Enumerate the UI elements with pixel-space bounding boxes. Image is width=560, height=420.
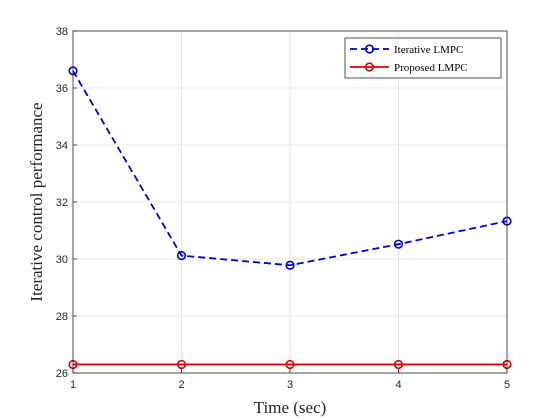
- x-tick-label: 1: [70, 379, 76, 391]
- y-tick-label: 32: [56, 197, 68, 209]
- data-point-iterative-lmpc: [176, 250, 187, 261]
- data-point-iterative-lmpc: [285, 260, 295, 270]
- x-tick-label: 3: [287, 379, 293, 391]
- y-tick-label: 28: [56, 311, 68, 323]
- legend-entry: Iterative LMPC: [394, 44, 463, 56]
- legend-entry: Proposed LMPC: [394, 62, 468, 74]
- legend-swatch-marker: [364, 62, 375, 72]
- legend-swatch-marker: [364, 44, 375, 54]
- data-point-proposed-lmpc: [176, 359, 187, 370]
- legend: Iterative LMPC Proposed LMPC: [344, 37, 502, 79]
- plot-frame: [72, 30, 508, 374]
- y-axis-ticks: 26 28 30 32 34 36 38: [56, 26, 77, 380]
- grid: [72, 30, 508, 374]
- series-line-iterative-lmpc: [72, 70, 508, 267]
- y-tick-label: 36: [56, 83, 68, 95]
- x-axis-label: Time (sec): [254, 398, 327, 417]
- x-tick-label: 2: [178, 379, 184, 391]
- data-point-proposed-lmpc: [285, 359, 295, 370]
- data-point-iterative-lmpc: [393, 239, 404, 249]
- y-tick-label: 34: [56, 140, 68, 152]
- x-tick-label: 5: [504, 379, 510, 391]
- y-axis-label: Iterative control performance: [27, 102, 46, 301]
- data-point-proposed-lmpc: [393, 359, 404, 370]
- y-tick-label: 30: [56, 254, 68, 266]
- x-tick-label: 4: [395, 379, 401, 391]
- y-tick-label: 38: [56, 26, 68, 38]
- y-tick-label: 26: [56, 368, 68, 380]
